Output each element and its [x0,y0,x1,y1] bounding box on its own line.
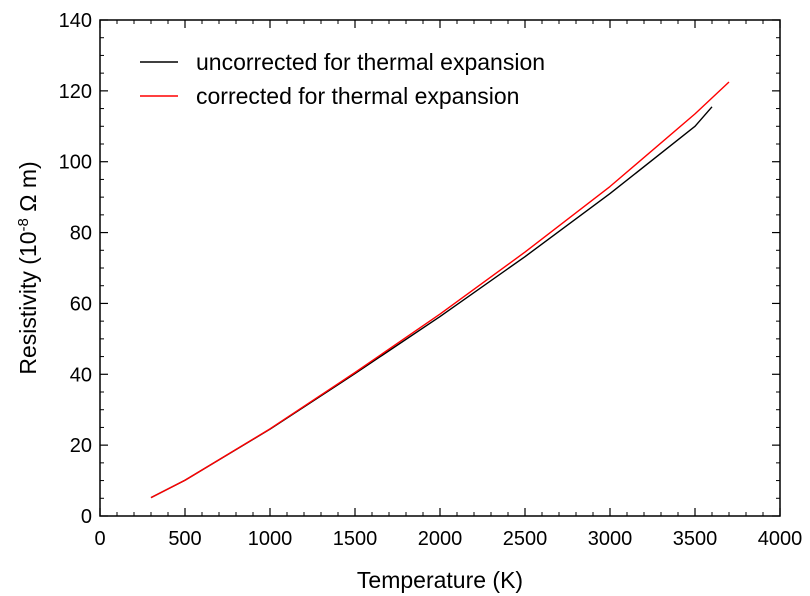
y-axis-title: Resistivity (10-8 Ω m) [15,161,42,374]
series-line-uncorrected [150,106,713,499]
x-tick-label: 500 [168,528,201,550]
y-axis-title-prefix: Resistivity (10 [15,231,41,374]
legend-label-uncorrected: uncorrected for thermal expansion [196,49,545,75]
y-tick-labels: 0 20 40 60 80 100 120 140 [59,10,92,528]
x-tick-label: 1000 [248,528,293,550]
legend: uncorrected for thermal expansion correc… [140,49,545,109]
major-ticks [99,19,781,517]
y-tick-label: 80 [70,223,92,245]
minor-ticks [100,20,780,516]
x-tick-label: 0 [94,528,105,550]
series-line-corrected [150,81,730,499]
x-tick-label: 1500 [333,528,378,550]
y-tick-label: 100 [59,152,92,174]
legend-label-corrected: corrected for thermal expansion [196,83,519,109]
x-tick-label: 3500 [673,528,718,550]
x-tick-labels: 0 500 1000 1500 2000 2500 3000 3500 4000 [94,528,802,550]
x-tick-label: 3000 [588,528,633,550]
y-tick-label: 0 [81,506,92,528]
x-axis-title: Temperature (K) [357,567,523,593]
x-tick-label: 4000 [758,528,803,550]
x-tick-label: 2000 [418,528,463,550]
y-tick-label: 40 [70,364,92,386]
y-axis-title-exponent: -8 [15,218,32,231]
y-tick-label: 120 [59,81,92,103]
y-axis-title-suffix: Ω m) [15,161,41,218]
series-lines [150,81,730,499]
y-tick-label: 140 [59,10,92,32]
y-tick-label: 20 [70,435,92,457]
x-tick-label: 2500 [503,528,548,550]
y-tick-label: 60 [70,293,92,315]
